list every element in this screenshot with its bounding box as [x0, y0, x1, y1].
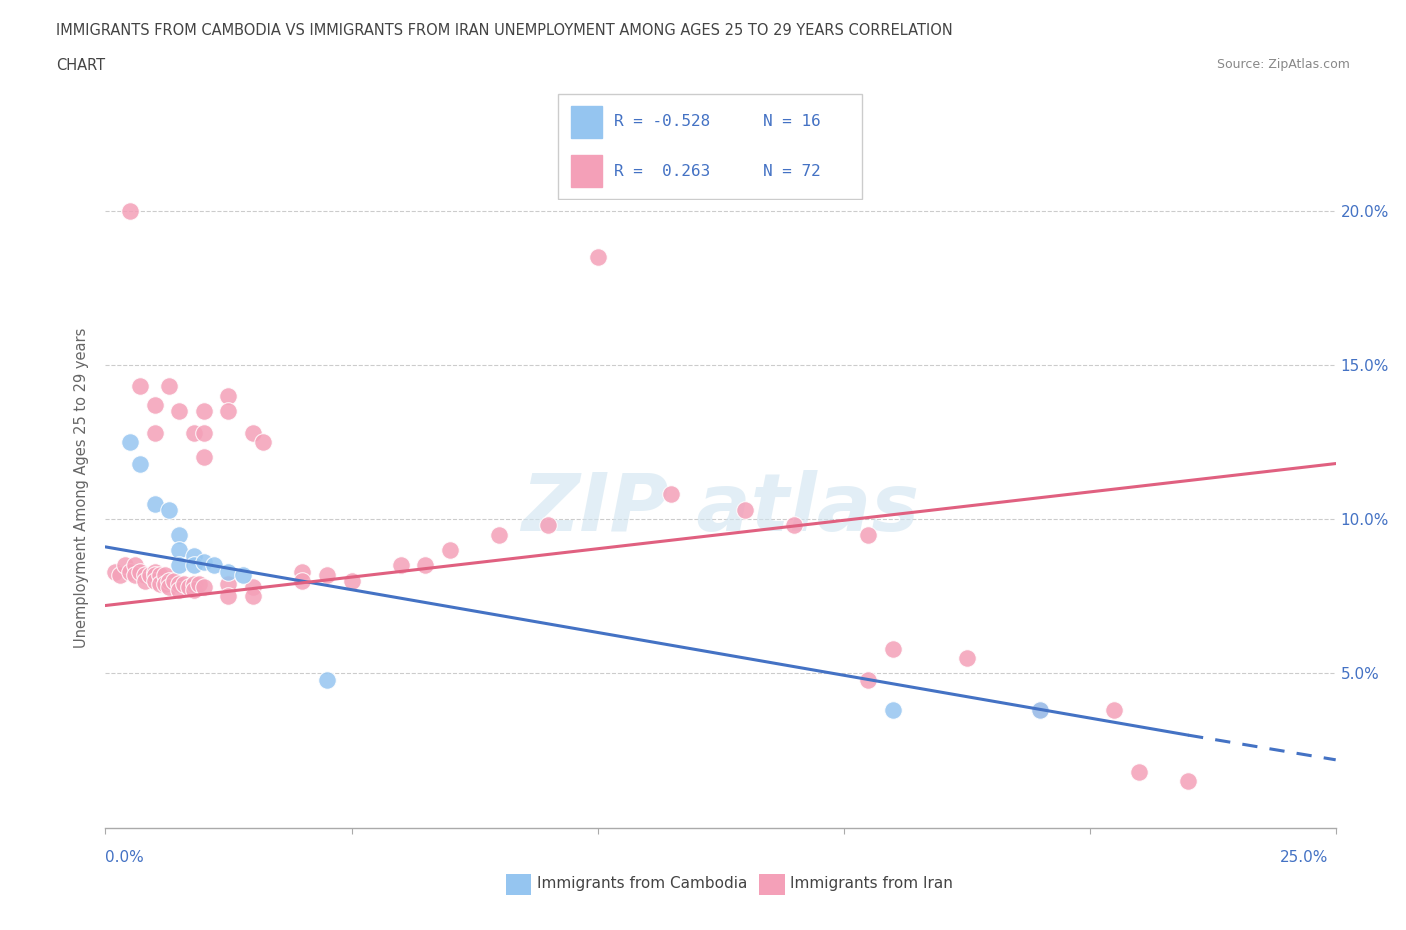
Point [153, 577, 176, 591]
Point [1029, 703, 1052, 718]
Point [143, 574, 166, 589]
Point [1177, 774, 1199, 789]
Point [183, 549, 205, 564]
Point [734, 502, 756, 517]
Point [124, 567, 146, 582]
Point [537, 518, 560, 533]
Point [124, 558, 146, 573]
Point [882, 642, 904, 657]
Point [143, 397, 166, 412]
Point [291, 565, 314, 579]
Point [159, 574, 180, 589]
Point [218, 404, 240, 418]
Text: Immigrants from Cambodia: Immigrants from Cambodia [537, 876, 748, 891]
FancyBboxPatch shape [558, 94, 862, 199]
Point [163, 574, 186, 589]
Point [110, 567, 132, 582]
Text: ZIP atlas: ZIP atlas [522, 470, 920, 548]
Y-axis label: Unemployment Among Ages 25 to 29 years: Unemployment Among Ages 25 to 29 years [75, 328, 90, 648]
Point [169, 404, 191, 418]
Text: N = 16: N = 16 [762, 114, 820, 129]
Point [586, 249, 609, 264]
Point [138, 567, 162, 582]
Point [193, 425, 215, 440]
Text: R = -0.528: R = -0.528 [614, 114, 710, 129]
Point [1128, 764, 1150, 779]
Point [129, 456, 152, 471]
Point [858, 527, 880, 542]
Text: 25.0%: 25.0% [1281, 850, 1329, 865]
Point [143, 565, 166, 579]
Point [143, 497, 166, 512]
Point [149, 567, 172, 582]
Point [783, 518, 806, 533]
Point [242, 425, 264, 440]
Point [415, 558, 437, 573]
Point [169, 577, 191, 591]
Text: N = 72: N = 72 [762, 164, 820, 179]
Point [169, 582, 191, 598]
Text: CHART: CHART [56, 58, 105, 73]
Point [193, 555, 215, 570]
Point [488, 527, 510, 542]
Point [183, 577, 205, 591]
Point [232, 567, 254, 582]
Point [183, 425, 205, 440]
Text: Immigrants from Iran: Immigrants from Iran [790, 876, 953, 891]
Text: Source: ZipAtlas.com: Source: ZipAtlas.com [1216, 58, 1350, 71]
Point [340, 574, 363, 589]
Point [114, 558, 136, 573]
Bar [571, 106, 602, 138]
Point [1029, 703, 1052, 718]
Point [169, 542, 191, 557]
Point [389, 558, 412, 573]
Text: IMMIGRANTS FROM CAMBODIA VS IMMIGRANTS FROM IRAN UNEMPLOYMENT AMONG AGES 25 TO 2: IMMIGRANTS FROM CAMBODIA VS IMMIGRANTS F… [56, 23, 953, 38]
Point [193, 404, 215, 418]
Point [956, 651, 979, 666]
Point [188, 577, 211, 591]
Point [1102, 703, 1125, 718]
Point [193, 579, 215, 594]
Point [202, 558, 225, 573]
Point [242, 589, 264, 604]
Point [143, 425, 166, 440]
Point [143, 567, 166, 582]
Bar [571, 155, 602, 187]
Point [173, 577, 195, 591]
Point [120, 565, 141, 579]
Point [252, 434, 274, 449]
Point [193, 450, 215, 465]
Point [218, 589, 240, 604]
Point [159, 502, 180, 517]
Point [315, 567, 337, 582]
Point [169, 527, 191, 542]
Point [179, 579, 201, 594]
Point [159, 579, 180, 594]
Point [858, 672, 880, 687]
Point [882, 703, 904, 718]
Point [153, 567, 176, 582]
Point [218, 577, 240, 591]
Point [183, 558, 205, 573]
Point [661, 487, 683, 502]
Point [120, 434, 141, 449]
Point [315, 672, 337, 687]
Text: R =  0.263: R = 0.263 [614, 164, 710, 179]
Point [439, 542, 461, 557]
Point [183, 582, 205, 598]
Point [129, 379, 152, 394]
Point [134, 567, 156, 582]
Point [129, 565, 152, 579]
Point [149, 577, 172, 591]
Point [120, 203, 141, 218]
Point [218, 388, 240, 403]
Point [169, 558, 191, 573]
Point [159, 379, 180, 394]
Point [218, 565, 240, 579]
Point [291, 574, 314, 589]
Text: 0.0%: 0.0% [105, 850, 145, 865]
Point [104, 565, 127, 579]
Point [134, 574, 156, 589]
Point [242, 579, 264, 594]
